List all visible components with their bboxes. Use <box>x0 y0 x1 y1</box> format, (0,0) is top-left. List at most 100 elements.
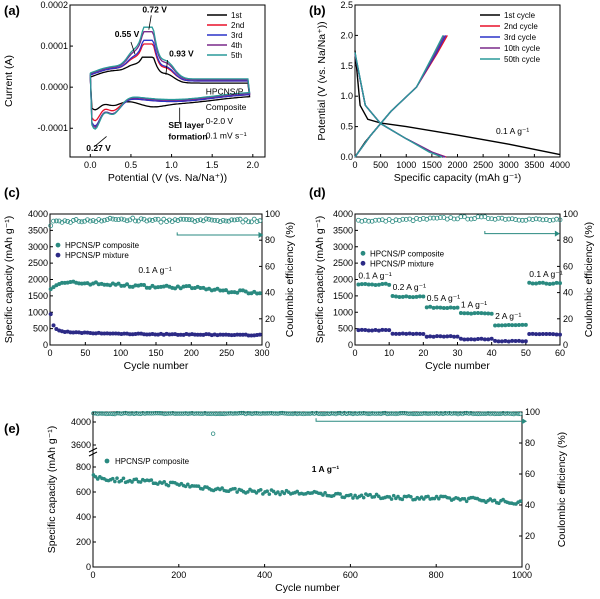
point-composite-efficiency <box>434 411 439 416</box>
point-composite-efficiency <box>402 410 407 416</box>
point-mixture-capacity <box>458 336 463 341</box>
annotation-sei-line1: SEI layer <box>168 120 205 130</box>
point-composite-efficiency <box>458 411 463 416</box>
x-axis-label-c: Cycle number <box>124 360 189 372</box>
y2-tick-label-d: 0 <box>563 340 568 350</box>
point-composite-capacity <box>235 290 240 295</box>
point-composite-capacity <box>166 483 171 488</box>
point-composite-efficiency <box>290 411 296 417</box>
point-composite-efficiency <box>271 411 276 416</box>
point-composite-efficiency <box>262 411 268 416</box>
point-composite-capacity <box>527 280 532 285</box>
point-composite-efficiency <box>333 411 339 417</box>
point-composite-efficiency <box>101 411 107 416</box>
annotation-rate: 0.1 mV s⁻¹ <box>206 131 247 141</box>
point-composite-efficiency <box>192 219 198 224</box>
point-composite-capacity <box>368 492 372 497</box>
point-composite-efficiency <box>318 411 323 417</box>
point-composite-efficiency <box>172 411 178 417</box>
point-mixture-capacity <box>195 332 200 337</box>
point-composite-efficiency <box>468 410 474 416</box>
y2-tick-label-e: 40 <box>525 500 535 510</box>
point-composite-efficiency <box>295 411 300 417</box>
x-tick-label-b: 1500 <box>422 160 442 170</box>
point-composite-capacity <box>175 284 180 289</box>
y2-axis-label-c: Coulombic efficiency (%) <box>284 222 296 337</box>
point-composite-efficiency <box>393 217 399 223</box>
point-composite-efficiency <box>134 411 139 416</box>
plot-frame-a <box>69 4 266 158</box>
y2-tick-label-d: 60 <box>563 261 573 271</box>
y-tick-label-c: 1000 <box>28 307 48 317</box>
point-mixture-capacity <box>102 331 107 336</box>
y-axis-label-c: Specific capacity (mAh g⁻¹) <box>3 216 15 344</box>
point-composite-capacity <box>493 323 498 328</box>
point-composite-capacity <box>372 494 377 499</box>
point-composite-capacity <box>276 490 280 494</box>
point-mixture-capacity <box>366 328 371 333</box>
point-composite-efficiency <box>410 218 416 224</box>
y-tick-label-c: 3500 <box>28 225 48 235</box>
point-composite-efficiency <box>370 411 375 416</box>
point-mixture-capacity <box>476 336 480 341</box>
point-composite-capacity <box>220 486 224 490</box>
point-mixture-capacity <box>517 338 521 343</box>
panel-b: (b) 0 500 1000 1500 2000 2500 3000 3500 4000 0.0 0.… <box>309 0 570 184</box>
point-composite-efficiency <box>297 411 302 416</box>
point-composite-efficiency <box>432 411 437 416</box>
point-composite-efficiency <box>286 411 291 417</box>
point-composite-efficiency <box>222 411 227 417</box>
point-composite-efficiency <box>359 411 364 416</box>
point-composite-efficiency <box>419 411 424 416</box>
point-mixture-capacity <box>48 312 53 317</box>
point-composite-capacity <box>414 294 419 299</box>
point-composite-efficiency <box>366 218 372 224</box>
point-mixture-capacity <box>359 327 364 332</box>
legend-label-b: 50th cycle <box>504 55 541 64</box>
point-mixture-capacity <box>534 332 539 337</box>
x-tick-label-a: 2.0 <box>247 160 260 170</box>
point-composite-efficiency <box>48 223 54 229</box>
point-composite-efficiency <box>226 218 232 224</box>
point-mixture-capacity <box>489 336 494 341</box>
point-composite-capacity <box>233 486 237 491</box>
point-composite-efficiency <box>503 411 508 417</box>
point-composite-efficiency <box>470 411 476 417</box>
point-mixture-capacity <box>499 339 504 344</box>
point-composite-capacity <box>127 284 132 289</box>
point-composite-capacity <box>428 304 433 309</box>
point-composite-capacity <box>265 489 269 494</box>
point-composite-efficiency <box>554 216 559 222</box>
x-tick-label-e: 200 <box>171 570 186 580</box>
point-composite-efficiency <box>492 411 497 417</box>
x-tick-label-b: 500 <box>373 160 388 170</box>
point-composite-capacity <box>465 311 470 316</box>
point-composite-efficiency <box>325 411 330 416</box>
point-composite-capacity <box>257 291 262 296</box>
point-composite-efficiency <box>344 411 349 416</box>
point-composite-efficiency <box>447 410 452 416</box>
point-composite-efficiency <box>310 410 315 416</box>
point-composite-capacity <box>321 493 325 497</box>
point-composite-efficiency <box>65 218 71 224</box>
point-composite-efficiency <box>481 411 487 416</box>
point-composite-capacity <box>554 280 559 285</box>
point-composite-efficiency <box>228 411 233 416</box>
point-mixture-capacity <box>376 328 381 333</box>
point-composite-capacity <box>438 305 443 310</box>
point-composite-efficiency <box>438 411 444 416</box>
point-composite-efficiency <box>496 215 501 221</box>
point-composite-efficiency <box>138 411 143 416</box>
panel-label-d: (d) <box>309 185 326 200</box>
point-composite-efficiency <box>230 411 236 416</box>
point-composite-efficiency <box>170 411 175 416</box>
point-composite-efficiency <box>511 411 517 417</box>
point-composite-efficiency <box>312 411 317 416</box>
point-composite-efficiency <box>465 216 471 222</box>
point-mixture-capacity <box>257 332 262 337</box>
point-composite-efficiency <box>232 217 237 223</box>
point-mixture-capacity <box>82 330 87 335</box>
x-tick-label-c: 100 <box>113 348 128 358</box>
y-tick-label-d: 500 <box>338 324 353 334</box>
point-composite-efficiency <box>215 411 221 416</box>
